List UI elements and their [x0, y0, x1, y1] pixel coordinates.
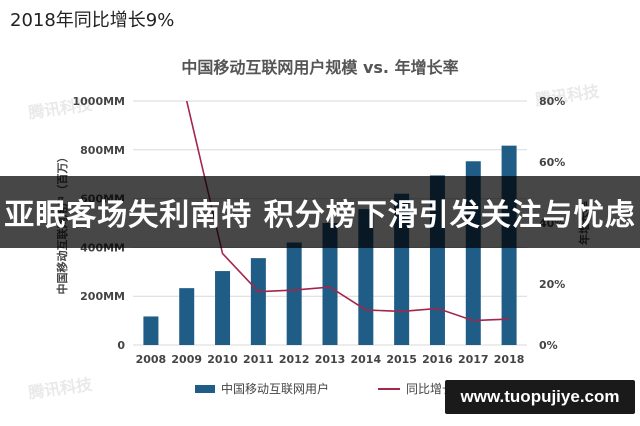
bar [322, 223, 338, 345]
legend-line-swatch [378, 387, 400, 390]
bar [143, 316, 159, 345]
legend-label-growth: 同比增长 [406, 382, 455, 396]
legend-label-users: 中国移动互联网用户 [221, 382, 330, 396]
x-tick-label: 2016 [422, 353, 453, 366]
x-tick-label: 2015 [386, 353, 417, 366]
bar [215, 271, 231, 345]
growth-line [185, 100, 510, 322]
watermark-url-box: www.tuopujiye.com [445, 380, 635, 414]
y-right-tick-label: 60% [539, 156, 565, 169]
x-tick-label: 2017 [458, 353, 489, 366]
x-tick-label: 2011 [243, 353, 274, 366]
legend-item-growth: 同比增长 [378, 380, 454, 397]
y-left-tick-label: 1000MM [72, 95, 125, 108]
x-tick-label: 2008 [136, 353, 167, 366]
y-right-tick-label: 80% [539, 95, 565, 108]
y-left-tick-label: 0 [117, 339, 125, 352]
bar [250, 258, 266, 345]
chart-title: 中国移动互联网用户规模 vs. 年增长率 [181, 58, 459, 77]
y-right-tick-label: 20% [539, 278, 565, 291]
x-tick-label: 2010 [207, 353, 238, 366]
x-tick-label: 2009 [171, 353, 202, 366]
y-right-tick-label: 0% [539, 339, 558, 352]
headline-text: 2018年同比增长9% [10, 10, 175, 31]
x-tick-label: 2013 [315, 353, 346, 366]
banner-text: 亚眠客场失利南特 积分榜下滑引发关注与忧虑 [4, 198, 636, 233]
x-tick-label: 2018 [494, 353, 525, 366]
x-tick-label: 2012 [279, 353, 310, 366]
legend-bar-swatch [195, 384, 215, 393]
watermark-url-text: www.tuopujiye.com [460, 387, 620, 406]
legend-item-users: 中国移动互联网用户 [195, 380, 329, 397]
bar [179, 288, 195, 345]
overlay-banner: 亚眠客场失利南特 积分榜下滑引发关注与忧虑 [0, 176, 640, 248]
y-left-tick-label: 800MM [80, 144, 125, 157]
bar [286, 242, 302, 345]
x-tick-label: 2014 [351, 353, 382, 366]
y-left-tick-label: 200MM [80, 290, 125, 303]
